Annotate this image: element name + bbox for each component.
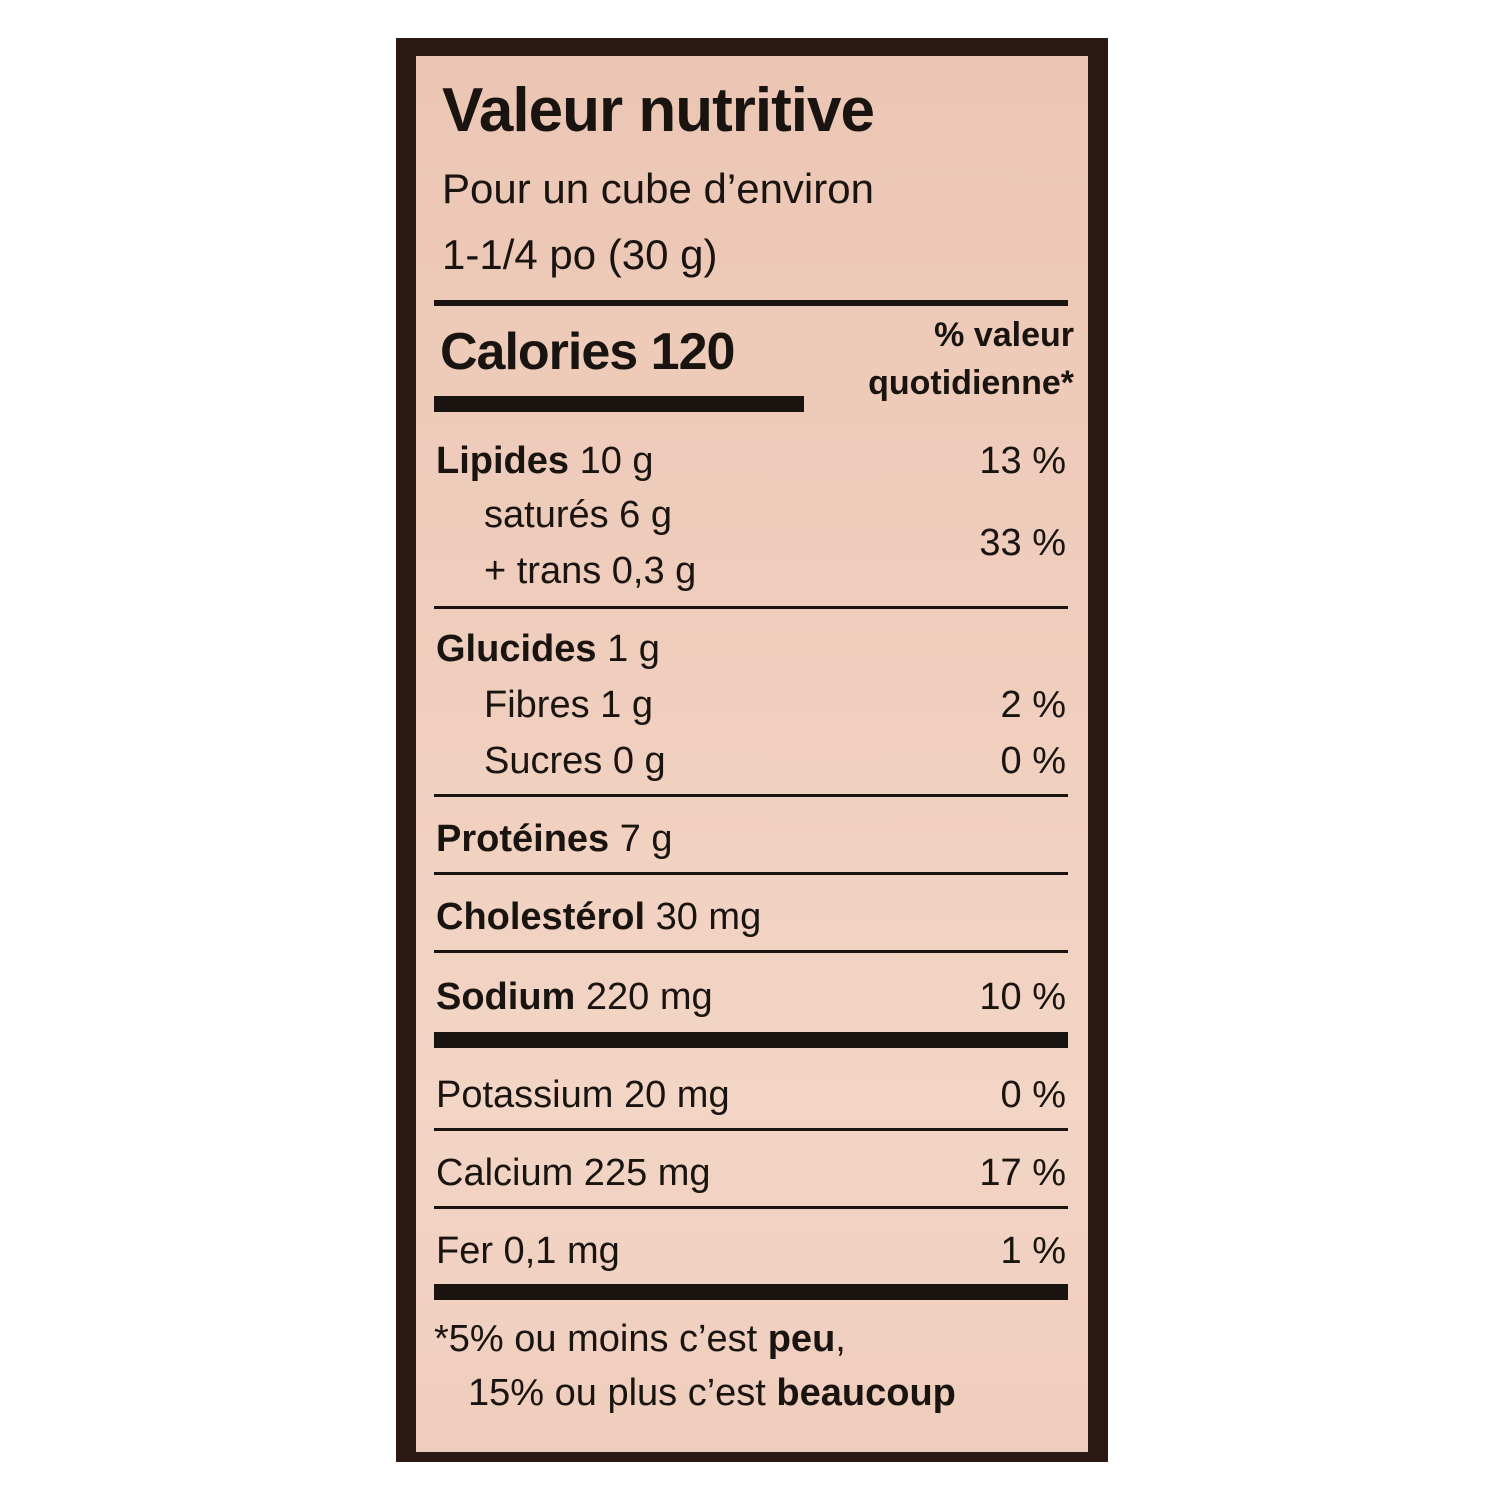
label-title: Valeur nutritive	[442, 76, 875, 145]
satures-text: saturés 6 g	[484, 494, 672, 536]
lipides-pct: 13 %	[979, 440, 1066, 482]
lipides-amount: 10 g	[579, 440, 654, 482]
serving-line-2: 1-1/4 po (30 g)	[442, 231, 718, 278]
row-proteines: Protéines 7 g	[436, 808, 1066, 864]
sodium-pct: 10 %	[979, 976, 1066, 1018]
rule-serving	[434, 300, 1068, 306]
row-glucides: Glucides 1 g	[436, 618, 1066, 674]
rule-after-potassium	[434, 1128, 1068, 1131]
trans-text: + trans 0,3 g	[484, 550, 697, 592]
rule-thick-middle	[434, 1032, 1068, 1048]
glucides-label: Glucides	[436, 628, 597, 670]
footnote-line-2: 15% ou plus c’est beaucoup	[468, 1374, 956, 1412]
nutrition-facts-label: Valeur nutritive Pour un cube d’environ …	[416, 56, 1088, 1452]
potassium-pct: 0 %	[1000, 1074, 1066, 1116]
footnote-1-text: *5% ou moins c’est	[434, 1318, 768, 1360]
row-cholesterol: Cholestérol 30 mg	[436, 886, 1066, 942]
row-sodium: Sodium 220 mg 10 %	[436, 966, 1066, 1022]
footnote-2-text: 15% ou plus c’est	[468, 1372, 777, 1414]
calories-value: Calories 120	[440, 323, 735, 381]
rule-thick-bottom	[434, 1284, 1068, 1300]
fer-text: Fer 0,1 mg	[436, 1230, 620, 1272]
fer-pct: 1 %	[1000, 1230, 1066, 1272]
rule-after-cholesterol	[434, 950, 1068, 953]
calcium-pct: 17 %	[979, 1152, 1066, 1194]
rule-after-lipides	[434, 606, 1068, 609]
row-sucres: Sucres 0 g 0 %	[436, 730, 1066, 786]
rule-calories-thick	[434, 396, 804, 412]
footnote-beaucoup: beaucoup	[776, 1372, 956, 1414]
cholesterol-label: Cholestérol	[436, 896, 646, 938]
row-satures: saturés 6 g	[436, 484, 1066, 540]
row-fibres: Fibres 1 g 2 %	[436, 674, 1066, 730]
potassium-text: Potassium 20 mg	[436, 1074, 730, 1116]
calcium-text: Calcium 225 mg	[436, 1152, 711, 1194]
sodium-label: Sodium	[436, 976, 576, 1018]
sat-trans-pct: 33 %	[979, 522, 1066, 564]
rule-after-calcium	[434, 1206, 1068, 1209]
row-trans: + trans 0,3 g	[436, 540, 1066, 596]
serving-line-1: Pour un cube d’environ	[442, 165, 874, 212]
row-lipides: Lipides 10 g 13 %	[436, 430, 1066, 486]
dv-header-line-1: % valeur	[934, 316, 1074, 354]
rule-after-proteines	[434, 872, 1068, 875]
fibres-pct: 2 %	[1000, 684, 1066, 726]
proteines-amount: 7 g	[619, 818, 673, 860]
fibres-text: Fibres 1 g	[484, 684, 653, 726]
dv-header-line-2: quotidienne*	[868, 364, 1074, 402]
cholesterol-amount: 30 mg	[655, 896, 762, 938]
footnote-peu: peu	[767, 1318, 836, 1360]
row-fer: Fer 0,1 mg 1 %	[436, 1220, 1066, 1276]
footnote-1-comma: ,	[835, 1318, 846, 1360]
proteines-label: Protéines	[436, 818, 610, 860]
rule-after-glucides	[434, 794, 1068, 797]
footnote-line-1: *5% ou moins c’est peu,	[434, 1320, 846, 1358]
row-calcium: Calcium 225 mg 17 %	[436, 1142, 1066, 1198]
sodium-amount: 220 mg	[585, 976, 713, 1018]
row-potassium: Potassium 20 mg 0 %	[436, 1064, 1066, 1120]
sucres-text: Sucres 0 g	[484, 740, 666, 782]
lipides-label: Lipides	[436, 440, 570, 482]
sucres-pct: 0 %	[1000, 740, 1066, 782]
glucides-amount: 1 g	[607, 628, 660, 670]
